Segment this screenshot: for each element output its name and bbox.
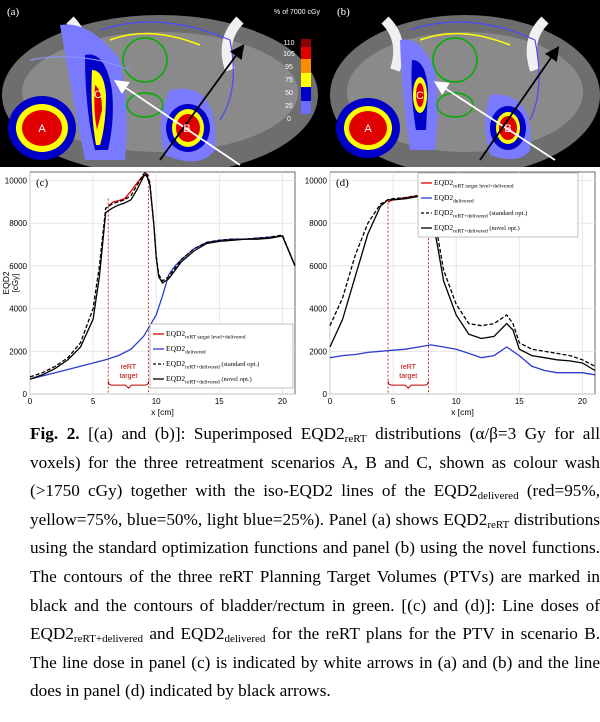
- scenario-c-label: C: [94, 89, 102, 101]
- y-axis-label: EQD2: [1, 271, 11, 294]
- x-tick-label: 5: [391, 397, 396, 406]
- ct-panel-b: (b) A B C: [330, 0, 600, 167]
- x-tick-label: 10: [452, 397, 461, 406]
- target-label-line2: target: [399, 373, 417, 380]
- colorbar: % of 7000 cGy 110 105 95 75 50 25 0: [274, 9, 320, 123]
- caption-sub-1: reRT: [344, 433, 367, 445]
- caption-sub-2: delivered: [477, 490, 519, 503]
- x-axis-label: x [cm]: [451, 407, 474, 417]
- target-label-line1: reRT: [401, 364, 417, 371]
- colorbar-title: % of 7000 cGy: [274, 9, 320, 16]
- caption-text-4: distributions using the standard optimiz…: [30, 509, 600, 644]
- legend-entry: EQD2reRT+delivered (standard opt.): [434, 208, 527, 220]
- colorbar-tick-105: 105: [283, 51, 295, 58]
- caption-sub-3: reRT: [487, 518, 510, 531]
- legend-entry: EQD2reRT target level+delivered: [434, 178, 514, 190]
- legend-entry: EQD2delivered: [166, 344, 206, 356]
- target-brace: [387, 381, 429, 389]
- legend-box: [417, 172, 579, 238]
- x-tick-label: 15: [215, 397, 224, 406]
- y-axis-label-group: EQD2 [cGy]: [1, 271, 20, 294]
- y-tick-label: 0: [23, 390, 28, 399]
- y-tick-label: 4000: [9, 305, 27, 314]
- figure-caption: Fig. 2. [(a) and (b)]: Superimposed EQD2…: [30, 420, 600, 706]
- colorbar-tick-50: 50: [285, 90, 293, 97]
- ct-b-panel-label: (b): [337, 6, 350, 18]
- y-tick-label: 10000: [305, 177, 328, 186]
- legend-entry: EQD2reRT+delivered (standard opt.): [166, 359, 259, 371]
- ct-image-row: (a) A B C % of 7000 cGy 110 105 95 75 50…: [0, 0, 600, 167]
- target-label-line1: reRT: [121, 364, 137, 371]
- target-brace: [107, 381, 150, 389]
- line-dose-chart-d: 0 5 10 15 20 0 2000 4000 6000 8000 10000 x [cm] (d) r…: [305, 171, 596, 417]
- x-tick-label: 0: [328, 397, 333, 406]
- ct-panel-a: (a) A B C % of 7000 cGy 110 105 95 75 50…: [0, 0, 330, 167]
- caption-sub-5: delivered: [224, 633, 266, 646]
- colorbar-tick-95: 95: [285, 64, 293, 71]
- y-tick-label: 2000: [309, 347, 327, 356]
- legend-entry: EQD2reRT target level+delivered: [166, 329, 246, 341]
- scenario-b-label-b: B: [504, 123, 511, 135]
- series-line-2: [329, 194, 596, 367]
- x-axis-label: x [cm]: [151, 407, 174, 417]
- panel-label: (d): [336, 177, 349, 189]
- ct-a-panel-label: (a): [7, 6, 20, 18]
- y-tick-label: 4000: [309, 305, 327, 314]
- legend-entry: EQD2delivered: [434, 193, 474, 205]
- x-tick-label: 10: [152, 397, 161, 406]
- legend-box: [149, 323, 294, 389]
- line-dose-chart-c: 0 5 10 15 20 0 2000 4000 6000 8000 10000 x [cm] EQD2…: [1, 170, 296, 417]
- y-tick-label: 2000: [9, 347, 27, 356]
- y-axis-unit: [cGy]: [11, 274, 20, 293]
- x-tick-label: 20: [278, 397, 287, 406]
- y-tick-label: 0: [323, 390, 328, 399]
- colorbar-tick-0: 0: [287, 116, 291, 123]
- series-line-0: [107, 174, 149, 207]
- target-label-line2: target: [119, 373, 137, 380]
- legend-entry: EQD2reRT+delivered (novel opt.): [166, 374, 252, 386]
- colorbar-tick-25: 25: [285, 103, 293, 110]
- y-tick-label: 8000: [309, 219, 327, 228]
- y-tick-label: 8000: [9, 219, 27, 228]
- caption-label: Fig. 2.: [30, 424, 80, 443]
- scenario-a-label-b: A: [364, 123, 372, 135]
- caption-text-2: distributions (α/β=3 Gy for all voxels) …: [30, 424, 600, 501]
- scenario-c-label-b: C: [416, 90, 424, 102]
- series-line-3: [329, 195, 596, 372]
- y-tick-label: 10000: [5, 177, 28, 186]
- series-line-1: [329, 344, 596, 376]
- colorbar-tick-75: 75: [285, 77, 293, 84]
- panel-label: (c): [36, 177, 49, 189]
- caption-text-1: [(a) and (b)]: Superimposed EQD2: [79, 424, 345, 443]
- caption-text-3: (red=95%, yellow=75%, blue=50%, light bl…: [30, 481, 600, 529]
- scenario-b-label: B: [183, 123, 190, 135]
- y-tick-label: 6000: [309, 262, 327, 271]
- y-tick-label: 6000: [9, 262, 27, 271]
- x-tick-label: 20: [578, 397, 587, 406]
- caption-text-5: and EQD2: [143, 624, 225, 644]
- scenario-a-label: A: [38, 123, 46, 135]
- colorbar-tick-110: 110: [283, 40, 294, 47]
- series-line-3: [29, 172, 296, 380]
- x-tick-label: 15: [515, 397, 524, 406]
- legend-entry: EQD2reRT+delivered (novel opt.): [434, 223, 520, 235]
- x-tick-label: 5: [91, 397, 96, 406]
- caption-sub-4: reRT+delivered: [73, 633, 143, 646]
- caption-text-6: for the reRT plans for the PTV in scenar…: [30, 624, 600, 701]
- x-tick-label: 0: [28, 397, 33, 406]
